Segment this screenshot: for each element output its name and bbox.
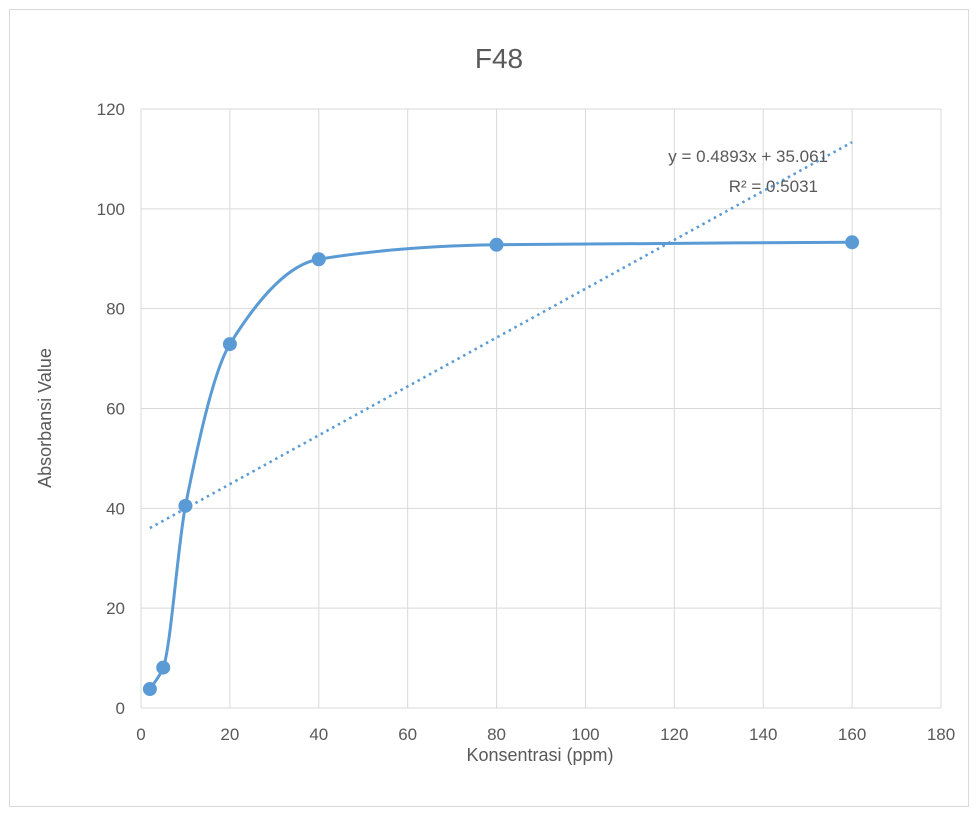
data-point — [142, 682, 157, 697]
y-tick-label: 100 — [97, 200, 125, 219]
series-layer — [142, 235, 860, 697]
chart-area: F48 0 20 40 60 80 100 120 0 20 40 60 80 100 120 140 160… — [9, 9, 969, 807]
x-tick-label: 20 — [220, 725, 239, 744]
data-point — [178, 498, 193, 513]
gridlines — [140, 108, 942, 709]
x-tick-label: 100 — [571, 725, 599, 744]
y-tick-label: 120 — [97, 100, 125, 119]
data-point — [311, 252, 326, 267]
x-tick-label: 0 — [136, 725, 145, 744]
data-point — [156, 660, 171, 675]
y-tick-label: 0 — [116, 699, 125, 718]
x-tick-label: 140 — [749, 725, 777, 744]
x-tick-label: 120 — [660, 725, 688, 744]
x-tick-label: 180 — [927, 725, 955, 744]
trendline-layer — [149, 141, 853, 530]
series-line — [148, 240, 853, 690]
y-tick-label: 80 — [106, 300, 125, 319]
x-tick-label: 40 — [309, 725, 328, 744]
tick-labels: 0 20 40 60 80 100 120 0 20 40 60 80 100 120 140 160 180 — [97, 100, 956, 744]
data-point — [489, 237, 504, 252]
chart-svg: F48 0 20 40 60 80 100 120 0 20 40 60 80 100 120 140 160… — [35, 43, 956, 765]
x-tick-label: 160 — [838, 725, 866, 744]
data-point — [845, 235, 860, 250]
chart-title: F48 — [475, 43, 523, 74]
y-tick-label: 20 — [106, 599, 125, 618]
data-point — [222, 337, 237, 352]
y-tick-label: 60 — [106, 400, 125, 419]
x-axis-title: Konsentrasi (ppm) — [466, 745, 613, 765]
x-tick-label: 80 — [487, 725, 506, 744]
y-tick-label: 40 — [106, 499, 125, 518]
x-tick-label: 60 — [398, 725, 417, 744]
trendline-equation: y = 0.4893x + 35.061 — [668, 147, 828, 166]
trendline — [149, 141, 853, 530]
y-axis-title: Absorbansi Value — [35, 348, 55, 488]
trendline-r2: R² = 0.5031 — [729, 177, 818, 196]
